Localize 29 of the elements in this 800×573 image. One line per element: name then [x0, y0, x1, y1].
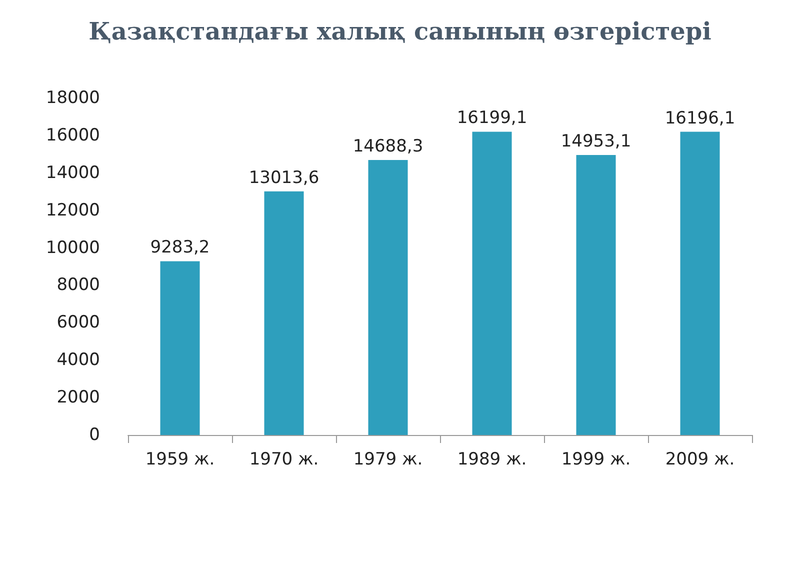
data-label: 9283,2: [150, 238, 210, 258]
data-label: 16199,1: [456, 108, 528, 128]
bar: [472, 132, 512, 435]
bar: [576, 155, 616, 435]
y-tick-label: 0: [89, 425, 100, 445]
y-tick-label: 2000: [56, 388, 100, 408]
data-label: 14688,3: [352, 136, 424, 156]
x-tick-label: 1989 ж.: [457, 450, 527, 470]
x-tick-label: 2009 ж.: [665, 450, 735, 470]
y-tick-label: 14000: [46, 162, 100, 183]
x-tick-label: 1979 ж.: [353, 450, 423, 470]
bar: [680, 132, 720, 435]
bar: [160, 261, 200, 435]
y-tick-label: 12000: [46, 200, 100, 220]
bar: [368, 160, 408, 435]
bar: [264, 191, 304, 435]
data-label: 13013,6: [248, 168, 320, 188]
y-tick-label: 6000: [56, 312, 100, 333]
x-tick-label: 1959 ж.: [145, 450, 215, 470]
data-label: 16196,1: [664, 108, 736, 128]
y-tick-label: 18000: [46, 88, 100, 108]
y-tick-label: 4000: [56, 350, 100, 370]
y-tick-label: 8000: [56, 275, 100, 296]
data-label: 14953,1: [560, 132, 632, 152]
x-tick-label: 1999 ж.: [561, 450, 631, 470]
y-tick-label: 10000: [46, 238, 100, 258]
chart-title: Қазақстандағы халық санының өзгерістері: [88, 16, 712, 46]
x-tick-label: 1970 ж.: [249, 450, 319, 470]
y-tick-label: 16000: [46, 125, 100, 146]
